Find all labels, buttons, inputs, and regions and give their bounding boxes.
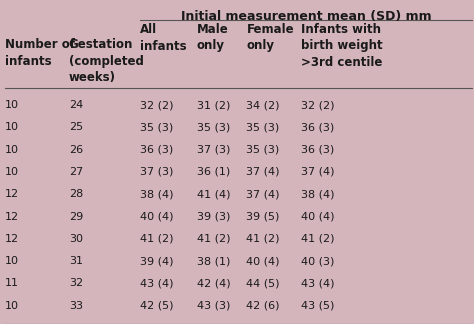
- Text: 12: 12: [5, 234, 19, 244]
- Text: 43 (3): 43 (3): [197, 301, 230, 311]
- Text: 37 (4): 37 (4): [301, 167, 335, 177]
- Text: 10: 10: [5, 256, 19, 266]
- Text: 30: 30: [69, 234, 83, 244]
- Text: 43 (4): 43 (4): [140, 278, 173, 288]
- Text: 37 (3): 37 (3): [197, 145, 230, 155]
- Text: Number of
infants: Number of infants: [5, 39, 75, 68]
- Text: 40 (4): 40 (4): [246, 256, 280, 266]
- Text: Gestation
(completed
weeks): Gestation (completed weeks): [69, 39, 144, 85]
- Text: 43 (5): 43 (5): [301, 301, 334, 311]
- Text: 32 (2): 32 (2): [140, 100, 173, 110]
- Text: 41 (2): 41 (2): [301, 234, 335, 244]
- Text: 32 (2): 32 (2): [301, 100, 335, 110]
- Text: 31: 31: [69, 256, 83, 266]
- Text: 35 (3): 35 (3): [246, 145, 280, 155]
- Text: 41 (2): 41 (2): [246, 234, 280, 244]
- Text: 35 (3): 35 (3): [246, 122, 280, 132]
- Text: 41 (2): 41 (2): [140, 234, 173, 244]
- Text: 40 (3): 40 (3): [301, 256, 334, 266]
- Text: 10: 10: [5, 301, 19, 311]
- Text: Male
only: Male only: [197, 23, 228, 52]
- Text: 38 (4): 38 (4): [140, 189, 173, 199]
- Text: 34 (2): 34 (2): [246, 100, 280, 110]
- Text: 27: 27: [69, 167, 83, 177]
- Text: 10: 10: [5, 145, 19, 155]
- Text: 24: 24: [69, 100, 83, 110]
- Text: Female
only: Female only: [246, 23, 294, 52]
- Text: 12: 12: [5, 212, 19, 222]
- Text: 31 (2): 31 (2): [197, 100, 230, 110]
- Text: 39 (3): 39 (3): [197, 212, 230, 222]
- Text: 38 (1): 38 (1): [197, 256, 230, 266]
- Text: 37 (4): 37 (4): [246, 167, 280, 177]
- Text: 43 (4): 43 (4): [301, 278, 335, 288]
- Text: 36 (1): 36 (1): [197, 167, 230, 177]
- Text: 42 (5): 42 (5): [140, 301, 173, 311]
- Text: 41 (2): 41 (2): [197, 234, 230, 244]
- Text: 28: 28: [69, 189, 83, 199]
- Text: 36 (3): 36 (3): [301, 122, 334, 132]
- Text: 36 (3): 36 (3): [140, 145, 173, 155]
- Text: 35 (3): 35 (3): [197, 122, 230, 132]
- Text: 42 (6): 42 (6): [246, 301, 280, 311]
- Text: 39 (4): 39 (4): [140, 256, 173, 266]
- Text: 36 (3): 36 (3): [301, 145, 334, 155]
- Text: All
infants: All infants: [140, 23, 186, 52]
- Text: 12: 12: [5, 189, 19, 199]
- Text: 25: 25: [69, 122, 83, 132]
- Text: 38 (4): 38 (4): [301, 189, 335, 199]
- Text: 10: 10: [5, 167, 19, 177]
- Text: 42 (4): 42 (4): [197, 278, 230, 288]
- Text: 10: 10: [5, 122, 19, 132]
- Text: 11: 11: [5, 278, 19, 288]
- Text: 10: 10: [5, 100, 19, 110]
- Text: 26: 26: [69, 145, 83, 155]
- Text: Initial measurement mean (SD) mm: Initial measurement mean (SD) mm: [181, 10, 431, 23]
- Text: 37 (4): 37 (4): [246, 189, 280, 199]
- Text: 41 (4): 41 (4): [197, 189, 230, 199]
- Text: 29: 29: [69, 212, 83, 222]
- Text: 32: 32: [69, 278, 83, 288]
- Text: Infants with
birth weight
>3rd centile: Infants with birth weight >3rd centile: [301, 23, 383, 69]
- Text: 37 (3): 37 (3): [140, 167, 173, 177]
- Text: 39 (5): 39 (5): [246, 212, 280, 222]
- Text: 35 (3): 35 (3): [140, 122, 173, 132]
- Text: 33: 33: [69, 301, 83, 311]
- Text: 40 (4): 40 (4): [301, 212, 335, 222]
- Text: 44 (5): 44 (5): [246, 278, 280, 288]
- Text: 40 (4): 40 (4): [140, 212, 173, 222]
